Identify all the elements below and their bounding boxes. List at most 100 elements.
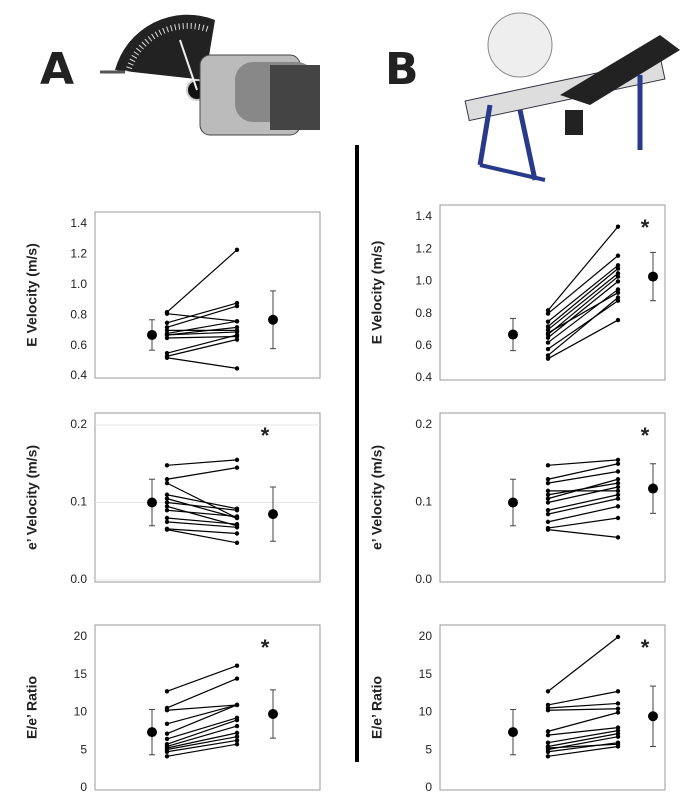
- pair-line: [548, 460, 618, 465]
- post-point: [616, 493, 620, 497]
- post-point: [235, 248, 239, 252]
- y-tick-label: 15: [419, 667, 433, 681]
- post-point: [616, 504, 620, 508]
- post-point: [616, 725, 620, 729]
- ergometer-image: [465, 13, 680, 180]
- pair-line: [548, 281, 618, 337]
- pre-point: [546, 308, 550, 312]
- post-point: [616, 701, 620, 705]
- pre-point: [165, 742, 169, 746]
- pair-line: [167, 306, 237, 327]
- pre-point: [165, 746, 169, 750]
- pre-point: [546, 463, 550, 467]
- y-tick-label: 1.2: [70, 247, 87, 261]
- post-point: [616, 535, 620, 539]
- post-point: [235, 676, 239, 680]
- pre-point: [165, 527, 169, 531]
- mean-point: [147, 330, 157, 340]
- pre-point: [165, 706, 169, 710]
- pair-line: [167, 358, 237, 369]
- pre-point: [165, 516, 169, 520]
- pre-point: [165, 310, 169, 314]
- pre-point: [546, 520, 550, 524]
- pre-point: [165, 325, 169, 329]
- pre-point: [165, 722, 169, 726]
- y-tick-label: 0.0: [70, 572, 87, 586]
- y-axis-label: E Velocity (m/s): [24, 243, 40, 346]
- y-tick-label: 10: [74, 705, 88, 719]
- pair-line: [548, 691, 618, 705]
- pre-point: [546, 319, 550, 323]
- pre-point: [165, 737, 169, 741]
- pre-point: [546, 733, 550, 737]
- post-point: [235, 734, 239, 738]
- post-point: [616, 318, 620, 322]
- post-point: [616, 742, 620, 746]
- pre-point: [546, 508, 550, 512]
- y-tick-label: 15: [74, 667, 88, 681]
- pre-point: [546, 746, 550, 750]
- post-point: [616, 271, 620, 275]
- pre-point: [165, 351, 169, 355]
- pair-line: [167, 468, 237, 480]
- post-point: [235, 301, 239, 305]
- post-point: [616, 689, 620, 693]
- post-point: [235, 531, 239, 535]
- pre-point: [546, 481, 550, 485]
- figure: A B 0.40.60.81.01.21.4E Velocity (m/s)0.…: [0, 0, 691, 798]
- panel-label: B: [385, 44, 419, 95]
- y-tick-label: 0: [80, 780, 87, 794]
- pre-point: [546, 526, 550, 530]
- pre-point: [546, 500, 550, 504]
- y-tick-label: 0.4: [415, 370, 432, 384]
- y-tick-label: 0.1: [70, 495, 87, 509]
- significance-marker: *: [261, 635, 270, 660]
- mean-point: [508, 330, 518, 340]
- post-point: [235, 663, 239, 667]
- post-point: [616, 253, 620, 257]
- mean-point: [648, 272, 658, 282]
- pre-point: [165, 689, 169, 693]
- post-point: [235, 516, 239, 520]
- pre-point: [165, 731, 169, 735]
- y-tick-label: 0.4: [70, 368, 87, 382]
- pre-point: [165, 754, 169, 758]
- post-point: [616, 496, 620, 500]
- post-point: [235, 731, 239, 735]
- post-point: [616, 469, 620, 473]
- y-tick-label: 1.2: [415, 241, 432, 255]
- pair-line: [548, 703, 618, 708]
- pair-line: [548, 709, 618, 711]
- pre-point: [165, 463, 169, 467]
- post-point: [616, 477, 620, 481]
- mean-point: [268, 709, 278, 719]
- significance-marker: *: [641, 215, 650, 240]
- pair-line: [167, 679, 237, 708]
- pre-point: [165, 504, 169, 508]
- mean-point: [147, 727, 157, 737]
- pair-line: [167, 666, 237, 692]
- pair-line: [167, 250, 237, 312]
- y-axis-label: e’ Velocity (m/s): [369, 445, 385, 550]
- pair-line: [548, 731, 618, 743]
- mean-point: [508, 727, 518, 737]
- pre-point: [165, 321, 169, 325]
- post-point: [235, 366, 239, 370]
- post-point: [235, 738, 239, 742]
- pair-line: [548, 530, 618, 538]
- pair-line: [548, 301, 618, 349]
- y-axis-label: E/e’ Ratio: [24, 676, 40, 739]
- y-tick-label: 20: [74, 629, 88, 643]
- post-point: [616, 458, 620, 462]
- post-point: [616, 481, 620, 485]
- post-point: [235, 541, 239, 545]
- plot-frame: [440, 205, 665, 380]
- pre-point: [546, 754, 550, 758]
- pre-point: [546, 340, 550, 344]
- y-tick-label: 5: [425, 742, 432, 756]
- pre-point: [165, 496, 169, 500]
- y-tick-label: 0.2: [70, 417, 87, 431]
- pre-point: [546, 729, 550, 733]
- y-tick-label: 0.0: [415, 572, 432, 586]
- significance-marker: *: [641, 635, 650, 660]
